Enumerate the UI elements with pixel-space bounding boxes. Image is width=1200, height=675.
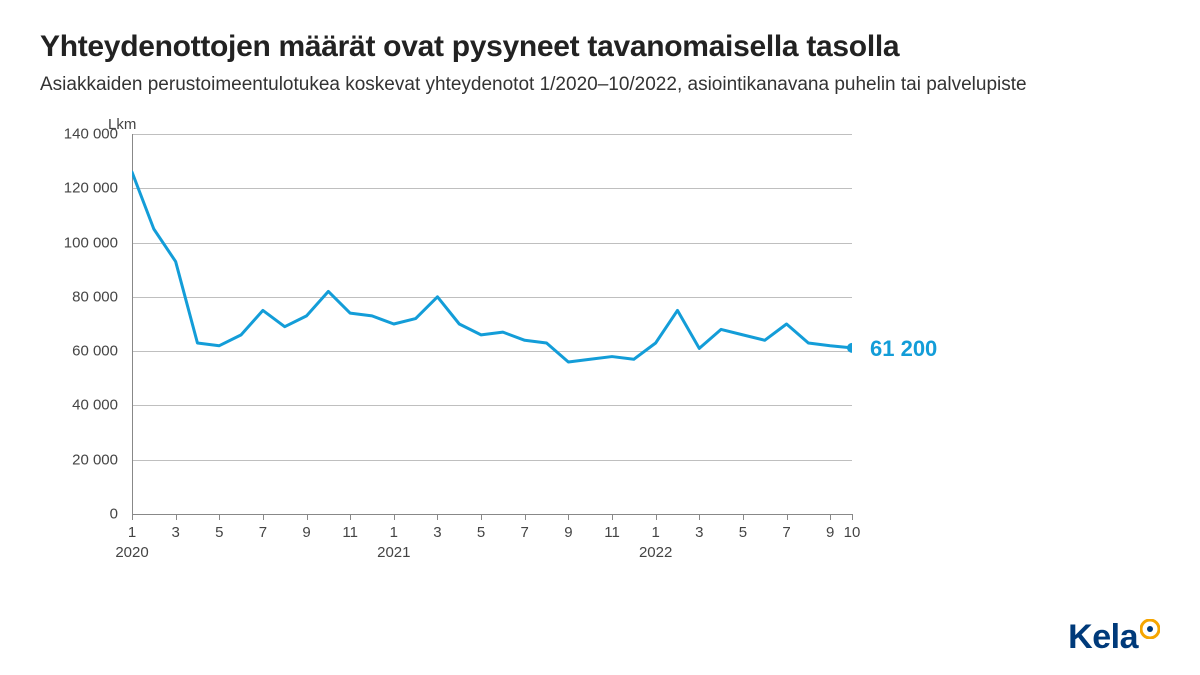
y-tick-label: 140 000: [64, 126, 118, 143]
x-tick: [830, 514, 831, 520]
y-tick-label: 100 000: [64, 234, 118, 251]
x-year-label: 2021: [377, 544, 410, 561]
x-tick-label: 3: [695, 524, 703, 541]
x-tick-label: 9: [564, 524, 572, 541]
x-tick: [612, 514, 613, 520]
x-tick: [350, 514, 351, 520]
x-tick: [176, 514, 177, 520]
x-tick: [394, 514, 395, 520]
x-tick: [219, 514, 220, 520]
y-tick-label: 20 000: [72, 451, 118, 468]
x-tick-label: 7: [259, 524, 267, 541]
logo-text: Kela: [1068, 618, 1138, 657]
x-axis-line: [132, 514, 852, 515]
x-tick: [656, 514, 657, 520]
x-tick-label: 1: [390, 524, 398, 541]
y-tick-label: 40 000: [72, 397, 118, 414]
x-tick: [263, 514, 264, 520]
x-tick-label: 5: [215, 524, 223, 541]
x-tick-label: 9: [826, 524, 834, 541]
x-tick: [852, 514, 853, 520]
x-tick-label: 7: [782, 524, 790, 541]
y-tick-label: 0: [110, 506, 118, 523]
x-tick: [568, 514, 569, 520]
x-tick: [307, 514, 308, 520]
x-tick-label: 1: [128, 524, 136, 541]
chart-subtitle: Asiakkaiden perustoimeentulotukea koskev…: [40, 74, 1160, 96]
chart-plot: [132, 134, 852, 514]
x-tick: [743, 514, 744, 520]
x-tick: [132, 514, 133, 520]
x-tick-label: 7: [521, 524, 529, 541]
x-tick-label: 10: [844, 524, 861, 541]
x-tick: [481, 514, 482, 520]
x-year-label: 2020: [115, 544, 148, 561]
x-tick-label: 5: [477, 524, 485, 541]
x-tick-label: 1: [651, 524, 659, 541]
y-tick-label: 60 000: [72, 343, 118, 360]
x-tick: [699, 514, 700, 520]
x-tick-label: 3: [171, 524, 179, 541]
x-tick: [437, 514, 438, 520]
chart-title: Yhteydenottojen määrät ovat pysyneet tav…: [40, 30, 1160, 64]
x-year-label: 2022: [639, 544, 672, 561]
y-tick-label: 120 000: [64, 180, 118, 197]
x-tick-label: 5: [739, 524, 747, 541]
x-tick-label: 3: [433, 524, 441, 541]
x-tick: [525, 514, 526, 520]
line-series: [132, 134, 852, 514]
x-tick-label: 11: [342, 524, 358, 541]
x-tick-label: 9: [302, 524, 310, 541]
chart-area: Lkm 020 00040 00060 00080 000100 000120 …: [40, 114, 1140, 574]
y-tick-label: 80 000: [72, 288, 118, 305]
x-tick: [787, 514, 788, 520]
logo-icon: [1140, 619, 1160, 639]
series-end-label: 61 200: [870, 336, 937, 362]
kela-logo: Kela: [1068, 618, 1160, 657]
x-tick-label: 11: [604, 524, 620, 541]
